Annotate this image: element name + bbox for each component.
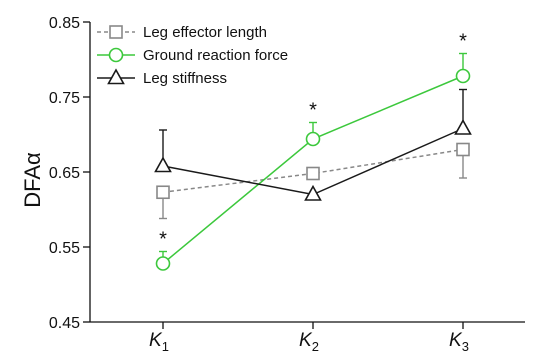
series-layer: * * * xyxy=(154,31,472,271)
y-tick-label: 0.65 xyxy=(49,165,80,182)
legend-marker xyxy=(107,68,125,85)
legend-marker xyxy=(109,25,123,39)
data-point xyxy=(306,166,320,181)
y-ticks: 0.45 0.55 0.65 0.75 0.85 xyxy=(49,15,90,332)
legend-label: Ground reaction force xyxy=(143,47,288,64)
data-point xyxy=(304,184,322,201)
legend: Leg effector length Ground reaction force… xyxy=(97,24,288,87)
x-tick-label: K3 xyxy=(449,330,469,351)
legend-item: Ground reaction force xyxy=(97,47,288,64)
data-point xyxy=(454,118,472,135)
x-tick-label: K2 xyxy=(299,330,319,351)
data-point xyxy=(155,256,171,271)
y-tick-label: 0.75 xyxy=(49,90,80,107)
legend-item: Leg stiffness xyxy=(97,68,227,87)
legend-item: Leg effector length xyxy=(97,24,267,41)
data-point xyxy=(305,131,321,147)
data-point xyxy=(456,142,470,157)
significance-star: * xyxy=(159,229,167,251)
legend-label: Leg effector length xyxy=(143,24,267,41)
data-point xyxy=(154,156,172,173)
y-axis-label: DFAα xyxy=(20,152,45,208)
series-line xyxy=(162,148,464,193)
series-leg-stiffness xyxy=(154,88,472,201)
legend-marker xyxy=(108,47,124,63)
series-leg-effector-length xyxy=(156,142,470,220)
y-tick-label: 0.85 xyxy=(49,15,80,32)
significance-star: * xyxy=(459,31,467,53)
data-point xyxy=(455,68,471,84)
y-tick-label: 0.45 xyxy=(49,315,80,332)
x-ticks: K1 K2 K3 xyxy=(149,322,469,351)
legend-label: Leg stiffness xyxy=(143,70,227,87)
series-ground-reaction-force: * * * xyxy=(155,31,471,271)
x-tick-label: K1 xyxy=(149,330,169,351)
data-point xyxy=(156,185,170,200)
significance-star: * xyxy=(309,100,317,122)
y-tick-label: 0.55 xyxy=(49,240,80,257)
